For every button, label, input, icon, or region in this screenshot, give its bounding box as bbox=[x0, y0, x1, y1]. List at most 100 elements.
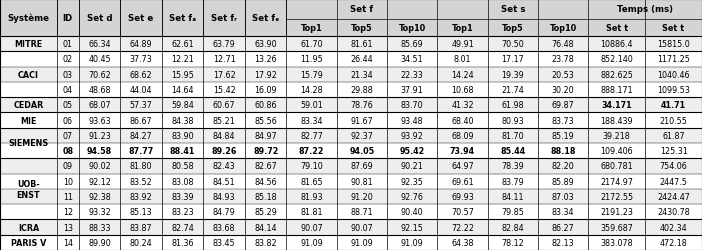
Text: 383.078: 383.078 bbox=[600, 238, 633, 247]
Text: Set e: Set e bbox=[128, 14, 154, 23]
Text: 754.06: 754.06 bbox=[660, 162, 687, 171]
Text: 15.79: 15.79 bbox=[300, 70, 323, 80]
Text: 12.71: 12.71 bbox=[213, 55, 236, 64]
Text: 57.37: 57.37 bbox=[130, 101, 152, 110]
Text: Top1: Top1 bbox=[451, 24, 473, 32]
Text: 13: 13 bbox=[62, 223, 73, 232]
Text: 8.01: 8.01 bbox=[453, 55, 471, 64]
Text: PARIS V: PARIS V bbox=[11, 238, 46, 247]
Text: 82.77: 82.77 bbox=[300, 131, 323, 140]
Text: 83.87: 83.87 bbox=[130, 223, 152, 232]
Text: 68.62: 68.62 bbox=[130, 70, 152, 80]
Text: 92.38: 92.38 bbox=[88, 192, 111, 201]
Text: 92.37: 92.37 bbox=[350, 131, 373, 140]
Text: 888.171: 888.171 bbox=[600, 86, 633, 94]
Text: Système: Système bbox=[8, 14, 49, 23]
Text: 94.58: 94.58 bbox=[87, 146, 112, 156]
Text: 34.51: 34.51 bbox=[401, 55, 423, 64]
Bar bbox=[0, 82, 702, 98]
Text: 81.61: 81.61 bbox=[351, 40, 373, 49]
Text: 81.81: 81.81 bbox=[300, 208, 323, 216]
Text: 73.94: 73.94 bbox=[450, 146, 475, 156]
Text: 48.68: 48.68 bbox=[88, 86, 111, 94]
Text: 91.23: 91.23 bbox=[88, 131, 111, 140]
Text: 188.439: 188.439 bbox=[600, 116, 633, 125]
Text: 92.35: 92.35 bbox=[401, 177, 424, 186]
Text: 89.26: 89.26 bbox=[211, 146, 237, 156]
Text: 85.56: 85.56 bbox=[254, 116, 277, 125]
Text: 17.62: 17.62 bbox=[213, 70, 236, 80]
Text: Top10: Top10 bbox=[399, 24, 426, 32]
Text: 89.90: 89.90 bbox=[88, 238, 111, 247]
Text: 14.28: 14.28 bbox=[300, 86, 323, 94]
Text: 83.79: 83.79 bbox=[501, 177, 524, 186]
Text: 93.32: 93.32 bbox=[88, 208, 111, 216]
Text: 12.21: 12.21 bbox=[171, 55, 194, 64]
Text: 84.84: 84.84 bbox=[213, 131, 235, 140]
Text: 90.02: 90.02 bbox=[88, 162, 111, 171]
Text: 85.89: 85.89 bbox=[552, 177, 574, 186]
Text: 70.62: 70.62 bbox=[88, 70, 111, 80]
Text: 05: 05 bbox=[62, 101, 73, 110]
Text: 82.43: 82.43 bbox=[213, 162, 235, 171]
Text: 83.70: 83.70 bbox=[401, 101, 423, 110]
Text: 85.69: 85.69 bbox=[401, 40, 423, 49]
Text: 61.70: 61.70 bbox=[300, 40, 323, 49]
Text: 90.21: 90.21 bbox=[401, 162, 423, 171]
Text: 14.24: 14.24 bbox=[451, 70, 474, 80]
Text: 2172.55: 2172.55 bbox=[600, 192, 633, 201]
Text: 91.09: 91.09 bbox=[350, 238, 373, 247]
Text: 20.53: 20.53 bbox=[552, 70, 574, 80]
Text: 12: 12 bbox=[62, 208, 73, 216]
Text: 13.26: 13.26 bbox=[254, 55, 277, 64]
Text: 63.79: 63.79 bbox=[213, 40, 236, 49]
Text: 82.20: 82.20 bbox=[552, 162, 574, 171]
Text: 70.50: 70.50 bbox=[501, 40, 524, 49]
Text: 83.52: 83.52 bbox=[130, 177, 152, 186]
Text: 86.27: 86.27 bbox=[552, 223, 574, 232]
Text: 1099.53: 1099.53 bbox=[657, 86, 690, 94]
Text: 69.61: 69.61 bbox=[451, 177, 474, 186]
Text: 15.95: 15.95 bbox=[171, 70, 194, 80]
Text: 84.93: 84.93 bbox=[213, 192, 235, 201]
Text: 37.91: 37.91 bbox=[401, 86, 423, 94]
Text: 87.03: 87.03 bbox=[552, 192, 574, 201]
Text: 17.17: 17.17 bbox=[501, 55, 524, 64]
Text: 11: 11 bbox=[62, 192, 73, 201]
Text: 81.80: 81.80 bbox=[130, 162, 152, 171]
Text: 83.34: 83.34 bbox=[300, 116, 323, 125]
Text: 84.97: 84.97 bbox=[254, 131, 277, 140]
Text: 85.19: 85.19 bbox=[552, 131, 574, 140]
Text: 2191.23: 2191.23 bbox=[600, 208, 633, 216]
Text: 72.22: 72.22 bbox=[451, 223, 474, 232]
Text: 402.34: 402.34 bbox=[660, 223, 687, 232]
Text: 93.63: 93.63 bbox=[88, 116, 111, 125]
Text: Top5: Top5 bbox=[502, 24, 524, 32]
Text: 64.97: 64.97 bbox=[451, 162, 474, 171]
Text: Top5: Top5 bbox=[351, 24, 373, 32]
Bar bbox=[0, 220, 702, 235]
Text: 87.77: 87.77 bbox=[128, 146, 154, 156]
Text: 30.20: 30.20 bbox=[552, 86, 574, 94]
Text: 08: 08 bbox=[62, 146, 73, 156]
Text: 81.36: 81.36 bbox=[171, 238, 194, 247]
Text: 21.34: 21.34 bbox=[350, 70, 373, 80]
Text: MITRE: MITRE bbox=[14, 40, 43, 49]
Text: Top10: Top10 bbox=[550, 24, 577, 32]
Text: 68.40: 68.40 bbox=[451, 116, 474, 125]
Text: 91.09: 91.09 bbox=[300, 238, 323, 247]
Text: 94.05: 94.05 bbox=[350, 146, 374, 156]
Text: 22.33: 22.33 bbox=[401, 70, 423, 80]
Text: 88.71: 88.71 bbox=[350, 208, 373, 216]
Text: 83.90: 83.90 bbox=[171, 131, 194, 140]
Text: CACI: CACI bbox=[18, 70, 39, 80]
Text: 19.39: 19.39 bbox=[501, 70, 524, 80]
Text: ICRA: ICRA bbox=[18, 223, 39, 232]
Text: Set t: Set t bbox=[663, 24, 684, 32]
Text: 83.73: 83.73 bbox=[552, 116, 574, 125]
Text: 82.13: 82.13 bbox=[552, 238, 574, 247]
Text: 2174.97: 2174.97 bbox=[600, 177, 633, 186]
Text: 92.76: 92.76 bbox=[401, 192, 424, 201]
Text: SIEMENS: SIEMENS bbox=[8, 139, 48, 148]
Text: 59.01: 59.01 bbox=[300, 101, 323, 110]
